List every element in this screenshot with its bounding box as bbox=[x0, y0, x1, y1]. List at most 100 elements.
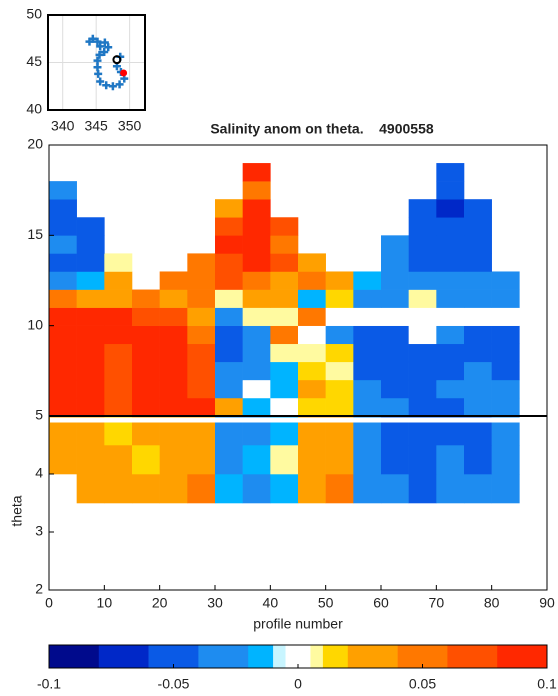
x-tick-label: 350 bbox=[118, 118, 142, 134]
contour-cell bbox=[76, 217, 105, 236]
contour-cell bbox=[270, 235, 299, 254]
contour-cell bbox=[159, 361, 188, 381]
contour-cell bbox=[104, 325, 133, 345]
contour-cell bbox=[242, 253, 271, 272]
contour-cell bbox=[242, 271, 271, 290]
contour-cell bbox=[408, 289, 437, 308]
contour-cell bbox=[491, 379, 520, 399]
x-axis-label: profile number bbox=[253, 616, 343, 632]
contour-cell bbox=[298, 343, 326, 363]
track-point bbox=[115, 80, 124, 89]
x-tick-label: 60 bbox=[373, 595, 389, 611]
track-point bbox=[100, 38, 109, 47]
contour-cell bbox=[270, 253, 299, 272]
contour-cell bbox=[215, 379, 243, 399]
contour-cell bbox=[381, 379, 409, 399]
chart-title: Salinity anom on theta. 4900558 bbox=[210, 121, 434, 137]
contour-cell bbox=[353, 474, 382, 504]
contour-cell bbox=[436, 445, 465, 475]
contour-cell bbox=[76, 289, 105, 308]
contour-cell bbox=[215, 343, 243, 363]
contour-cell bbox=[76, 235, 105, 254]
colorbar-tick-label: 0 bbox=[294, 676, 302, 692]
contour-cell bbox=[464, 445, 492, 475]
contour-cell bbox=[270, 397, 299, 417]
contour-cell bbox=[408, 253, 437, 272]
contour-cell bbox=[159, 474, 188, 504]
contour-cell bbox=[242, 474, 271, 504]
contour-cell bbox=[270, 474, 299, 504]
contour-cell bbox=[76, 325, 105, 345]
contour-cell bbox=[132, 474, 160, 504]
contour-cell bbox=[408, 379, 437, 399]
contour-cell bbox=[325, 289, 354, 308]
y-tick-label: 10 bbox=[27, 316, 43, 332]
contour-cell bbox=[104, 253, 133, 272]
contour-cell bbox=[298, 325, 326, 345]
contour-cell bbox=[242, 379, 271, 399]
contour-cell bbox=[215, 289, 243, 308]
contour-cell bbox=[242, 343, 271, 363]
contour-cell bbox=[104, 307, 133, 326]
contour-cell bbox=[215, 271, 243, 290]
contour-cell bbox=[132, 289, 160, 308]
contour-cell bbox=[325, 343, 354, 363]
contour-cell bbox=[353, 307, 382, 326]
contour-cell bbox=[464, 343, 492, 363]
contour-cell bbox=[325, 445, 354, 475]
axes-box bbox=[48, 644, 548, 669]
contour-cell bbox=[436, 217, 465, 236]
contour-cell bbox=[49, 235, 77, 254]
contour-cell bbox=[464, 199, 492, 218]
contour-cell bbox=[298, 307, 326, 326]
track-point bbox=[100, 48, 109, 57]
panel-gap bbox=[50, 417, 546, 423]
contour-cell bbox=[491, 271, 520, 290]
contour-cell bbox=[187, 271, 216, 290]
contour-cell bbox=[76, 445, 105, 475]
contour-cell bbox=[49, 361, 77, 381]
contour-cell bbox=[215, 253, 243, 272]
contour-cell bbox=[381, 445, 409, 475]
y-tick-label: 40 bbox=[26, 101, 42, 117]
contour-cell bbox=[242, 235, 271, 254]
contour-cell bbox=[408, 445, 437, 475]
contour-cell bbox=[187, 361, 216, 381]
contour-cell bbox=[381, 235, 409, 254]
contour-cell bbox=[408, 474, 437, 504]
x-tick-label: 90 bbox=[539, 595, 555, 611]
x-tick-label: 40 bbox=[263, 595, 279, 611]
contour-cell bbox=[215, 199, 243, 218]
colorbar-segment bbox=[248, 645, 274, 668]
contour-cell bbox=[270, 361, 299, 381]
contour-cell bbox=[159, 307, 188, 326]
contour-cell bbox=[353, 379, 382, 399]
contour-cell bbox=[132, 379, 160, 399]
contour-cell bbox=[76, 253, 105, 272]
contour-cell bbox=[436, 289, 465, 308]
contour-cell bbox=[408, 343, 437, 363]
contour-cell bbox=[464, 217, 492, 236]
y-tick-label: 5 bbox=[35, 407, 43, 423]
contour-cell bbox=[408, 271, 437, 290]
contour-cell bbox=[408, 361, 437, 381]
contour-cell bbox=[49, 217, 77, 236]
contour-cell bbox=[187, 397, 216, 417]
track-point bbox=[94, 69, 103, 78]
contour-cell bbox=[325, 307, 354, 326]
contour-cell bbox=[76, 361, 105, 381]
contour-cell bbox=[49, 199, 77, 218]
contour-cell bbox=[381, 289, 409, 308]
x-tick-label: 0 bbox=[45, 595, 53, 611]
colorbar-segment bbox=[148, 645, 199, 668]
contour-cell bbox=[242, 163, 271, 182]
contour-cell bbox=[353, 271, 382, 290]
contour-cell bbox=[49, 445, 77, 475]
contour-cell bbox=[436, 271, 465, 290]
axes-box bbox=[47, 14, 146, 111]
contour-cell bbox=[298, 361, 326, 381]
contour-cell bbox=[491, 445, 520, 475]
contour-cell bbox=[298, 397, 326, 417]
contour-cell bbox=[464, 253, 492, 272]
contour-cell bbox=[325, 474, 354, 504]
